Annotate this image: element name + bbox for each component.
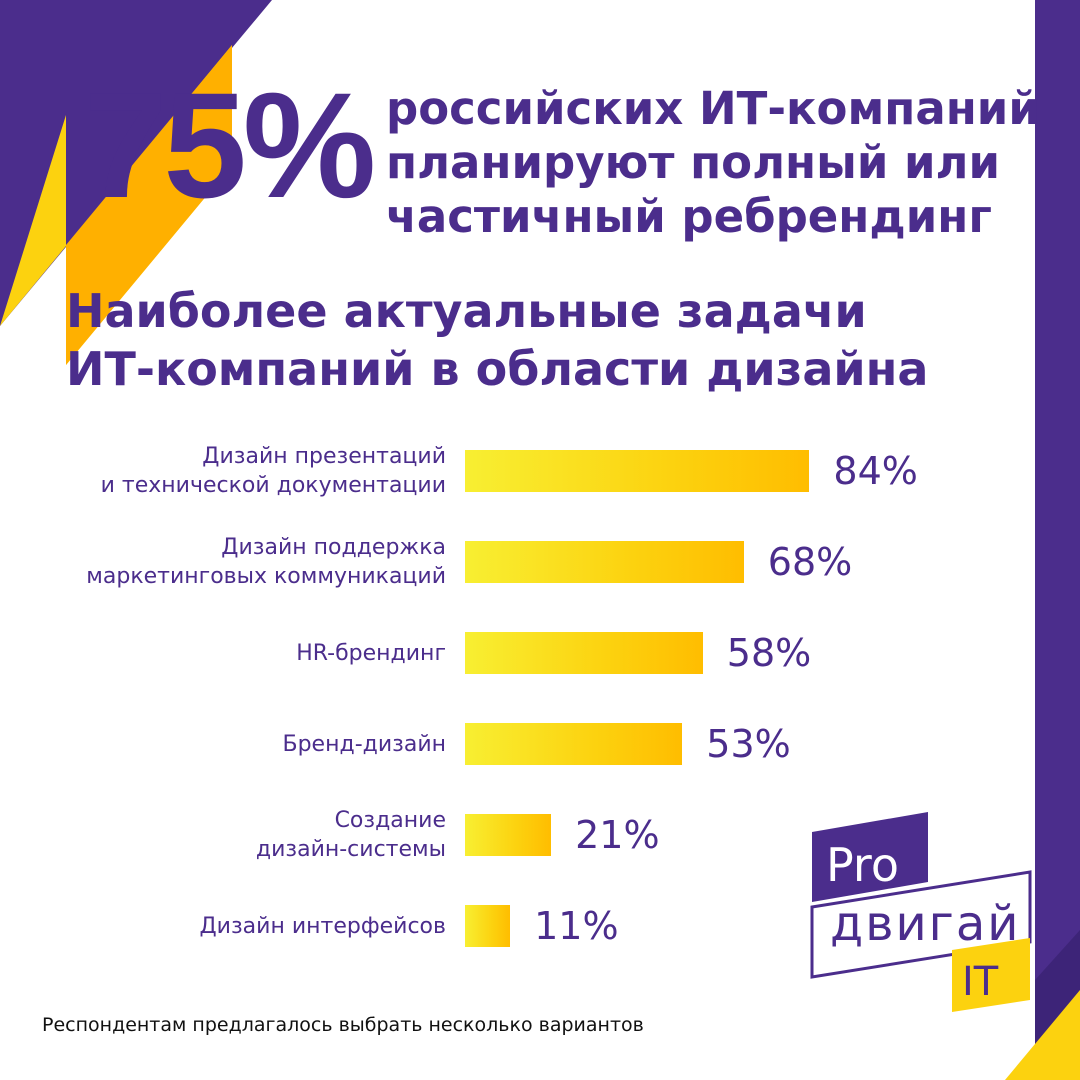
bar-value-label: 84%: [833, 449, 918, 493]
bar: [465, 450, 810, 492]
logo-pro-text: Pro: [826, 838, 899, 892]
bar: [465, 905, 511, 947]
category-label: Бренд-дизайн: [282, 731, 447, 757]
headline-line: российских ИТ-компаний: [386, 82, 1040, 135]
bar-value-label: 21%: [575, 813, 660, 857]
bar: [465, 814, 552, 856]
logo-it-text: IT: [962, 959, 999, 1005]
footnote: Респондентам предлагалось выбрать нескол…: [42, 1014, 644, 1036]
bar-value-label: 53%: [706, 722, 791, 766]
headline-line: частичный ребрендинг: [386, 190, 992, 243]
bar: [465, 541, 744, 583]
logo-it-badge: [952, 938, 1030, 1012]
headline-text: российских ИТ-компаний планируют полный …: [386, 82, 1040, 244]
bar-value-label: 11%: [534, 904, 619, 948]
headline-line: планируют полный или: [386, 136, 1001, 189]
bottom-right-yellow: [1005, 990, 1080, 1080]
headline-percent: 75%: [84, 61, 376, 229]
category-label: Дизайн презентаций и технической докумен…: [100, 444, 446, 498]
left-orange-accent: [66, 45, 232, 365]
category-label: Дизайн поддержка маркетинговых коммуника…: [86, 535, 446, 589]
bar: [465, 723, 683, 765]
chart-subtitle: Наиболее актуальные задачи ИТ-компаний в…: [66, 282, 966, 398]
right-purple-band: [1035, 0, 1080, 1080]
bar-value-label: 68%: [767, 540, 853, 584]
category-label: Дизайн интерфейсов: [199, 913, 446, 939]
logo-pro-badge: [812, 812, 928, 902]
subtitle-line: ИТ-компаний в области дизайна: [66, 342, 929, 396]
category-label: Создание дизайн-системы: [255, 808, 446, 862]
logo-main-text: двигай: [830, 896, 1021, 952]
bar-value-label: 58%: [726, 631, 812, 675]
category-label: HR-брендинг: [296, 640, 446, 666]
subtitle-line: Наиболее актуальные задачи: [66, 284, 867, 338]
bar: [465, 632, 703, 674]
